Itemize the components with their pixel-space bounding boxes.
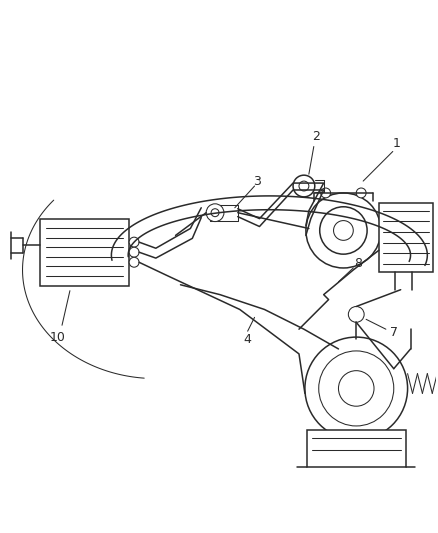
Text: 1: 1: [392, 137, 400, 150]
Circle shape: [319, 207, 366, 254]
Bar: [306, 430, 405, 467]
Circle shape: [348, 306, 363, 322]
Text: 10: 10: [50, 330, 66, 344]
Circle shape: [305, 193, 380, 268]
Text: 4: 4: [243, 333, 251, 345]
Bar: [40, 219, 129, 286]
Circle shape: [129, 247, 139, 257]
Circle shape: [206, 204, 223, 222]
Text: 3: 3: [253, 175, 261, 188]
Circle shape: [318, 351, 393, 426]
Circle shape: [338, 370, 373, 406]
Text: 2: 2: [311, 130, 319, 143]
Bar: [378, 203, 432, 272]
Text: 8: 8: [353, 256, 361, 270]
Circle shape: [129, 257, 139, 267]
Circle shape: [320, 188, 330, 198]
Circle shape: [355, 188, 365, 198]
Circle shape: [304, 337, 406, 440]
Circle shape: [211, 209, 219, 216]
Bar: [210, 205, 237, 221]
Circle shape: [333, 221, 353, 240]
Text: 7: 7: [389, 326, 397, 338]
Circle shape: [293, 175, 314, 197]
Circle shape: [129, 237, 139, 247]
Circle shape: [298, 181, 308, 191]
